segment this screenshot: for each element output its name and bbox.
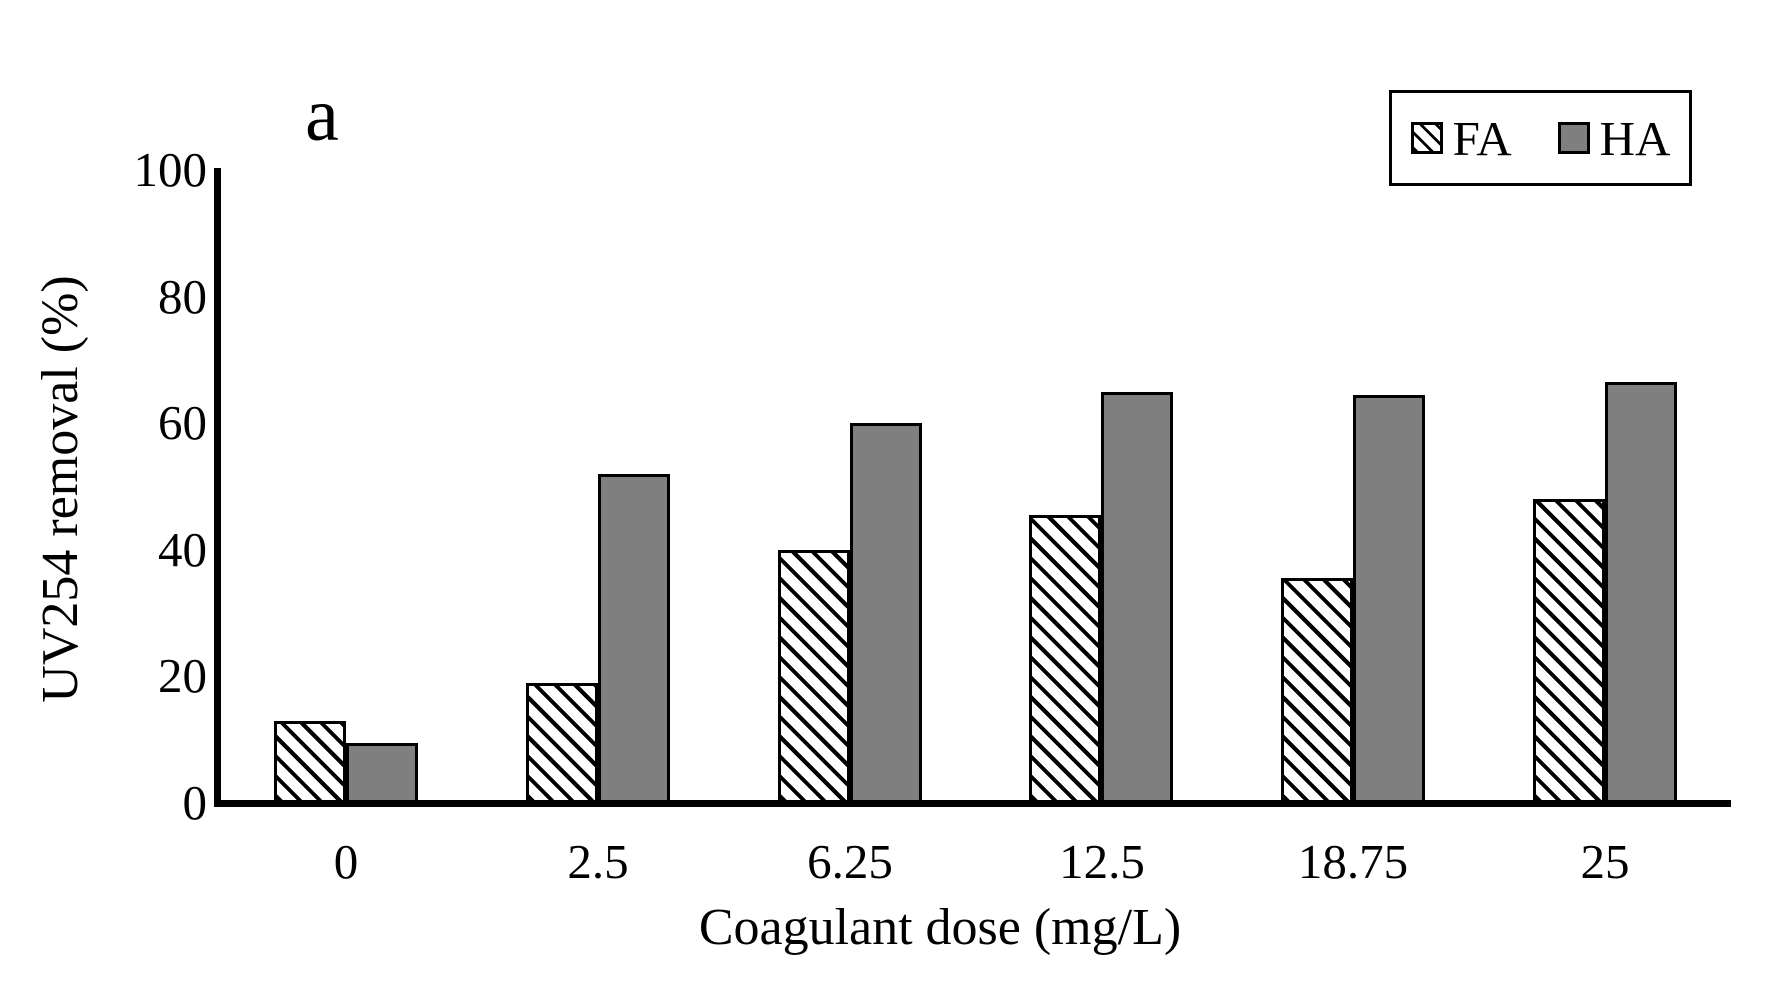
y-axis-title: UV254 removal (%) — [32, 275, 89, 703]
y-axis-tick-label: 20 — [158, 648, 207, 703]
bar-fa-dose-2.5 — [526, 683, 598, 803]
y-axis-tick-label: 40 — [158, 522, 207, 577]
x-axis-line — [214, 800, 1731, 807]
y-axis-line — [214, 168, 221, 807]
bar-ha-dose-0 — [346, 743, 418, 803]
legend-swatch-ha-solid-icon — [1557, 122, 1590, 154]
y-axis-tick-label: 80 — [158, 269, 207, 324]
panel-label: a — [305, 73, 339, 157]
bar-ha-dose-25 — [1605, 382, 1677, 803]
legend-item-fa: FA — [1410, 110, 1512, 166]
legend-label-fa: FA — [1452, 110, 1512, 166]
bar-fa-dose-25 — [1533, 499, 1605, 803]
legend-label-ha: HA — [1599, 110, 1671, 166]
y-axis-tick-label: 100 — [133, 142, 208, 197]
x-axis-tick-label: 2.5 — [567, 834, 629, 889]
bar-fa-dose-6.25 — [778, 550, 850, 803]
x-axis-title: Coagulant dose (mg/L) — [698, 899, 1182, 956]
y-axis-tick-label: 0 — [182, 775, 208, 830]
x-axis-tick-label: 12.5 — [1059, 834, 1145, 889]
bar-ha-dose-12.5 — [1101, 392, 1173, 803]
legend-swatch-fa-hatched-icon — [1410, 122, 1443, 154]
bar-ha-dose-18.75 — [1353, 395, 1425, 803]
bar-ha-dose-6.25 — [850, 423, 922, 803]
x-axis-tick-label: 0 — [333, 834, 359, 889]
x-axis-tick-label: 25 — [1580, 834, 1630, 889]
y-axis-tick-label: 60 — [158, 395, 207, 450]
x-axis-tick-label: 18.75 — [1297, 834, 1409, 889]
bar-ha-dose-2.5 — [598, 474, 670, 803]
bar-fa-dose-12.5 — [1029, 515, 1101, 803]
legend: FA HA — [1389, 90, 1692, 186]
legend-item-ha: HA — [1557, 110, 1671, 166]
bar-fa-dose-18.75 — [1281, 578, 1353, 803]
x-axis-tick-label: 6.25 — [807, 834, 893, 889]
bar-fa-dose-0 — [274, 721, 346, 803]
